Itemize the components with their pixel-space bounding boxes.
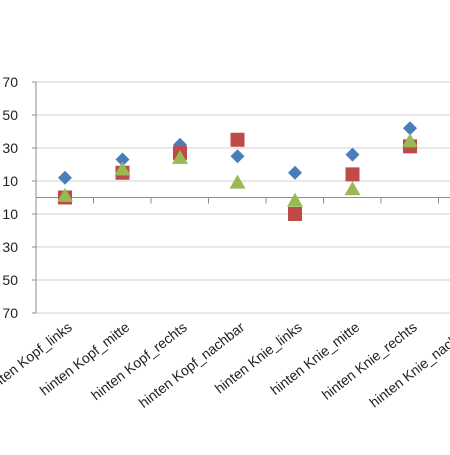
y-tick-label: 50 <box>2 272 18 288</box>
grid-lines <box>36 81 450 314</box>
y-tick-labels: 70 50 30 10 10 30 50 70 <box>2 74 18 321</box>
x-tick-label: hinten Kopf_rechts <box>88 319 190 403</box>
y-tick-label: 30 <box>2 239 18 255</box>
diamond-marker <box>58 170 72 185</box>
triangle-marker <box>229 174 246 189</box>
data-points <box>57 121 418 221</box>
diamond-marker <box>115 152 130 167</box>
y-tick-label: 70 <box>2 74 18 90</box>
axes <box>32 81 450 314</box>
square-marker <box>345 167 360 182</box>
y-tick-label: 70 <box>2 305 18 321</box>
triangle-marker <box>172 149 188 164</box>
diamond-marker <box>288 165 302 180</box>
triangle-marker <box>344 181 361 196</box>
diamond-marker <box>345 147 360 162</box>
y-tick-label: 10 <box>2 173 18 189</box>
y-tick-label: 30 <box>2 140 18 156</box>
triangle-marker <box>287 192 303 207</box>
square-marker <box>230 132 245 147</box>
square-marker <box>288 207 302 221</box>
triangle-marker <box>114 161 131 176</box>
diamond-marker <box>403 121 417 136</box>
y-tick-label: 10 <box>2 206 18 222</box>
triangle-marker <box>402 133 418 148</box>
triangle-marker <box>57 187 73 202</box>
y-tick-label: 50 <box>2 107 18 123</box>
diamond-marker <box>230 149 245 164</box>
x-tick-label: hinten Kopf_nachbar <box>136 319 248 411</box>
x-tick-label: hinten Knie_rechts <box>319 319 420 403</box>
